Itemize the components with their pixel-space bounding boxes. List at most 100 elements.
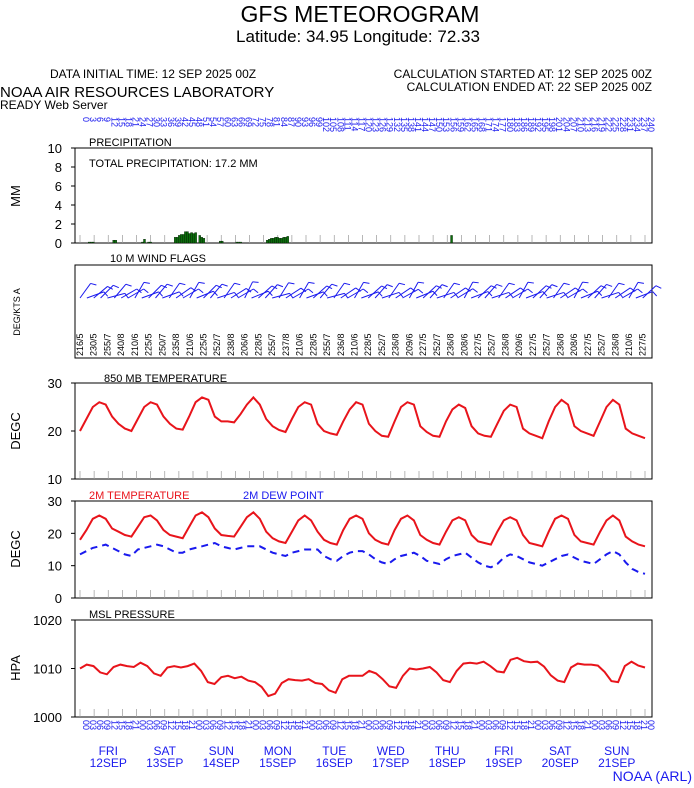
utc-hour-label: 09 — [159, 720, 169, 730]
utc-hour-label: 21 — [413, 720, 423, 730]
forecast-hour-label: 237 — [639, 117, 649, 132]
wind-barb-shaft — [395, 287, 411, 299]
forecast-hour-label: 126 — [378, 117, 388, 132]
forecast-hour-label: 72 — [251, 117, 261, 127]
calculation-started: CALCULATION STARTED AT: 12 SEP 2025 00Z — [394, 67, 652, 81]
precip-bar — [450, 235, 453, 244]
wind-barb-shaft — [477, 285, 492, 299]
wind-barb-shaft — [333, 282, 345, 299]
wind-barb-feather — [417, 288, 424, 294]
wind-barb-feather — [331, 283, 338, 287]
precip-bar — [268, 239, 271, 244]
utc-hour-label: 03 — [88, 720, 98, 730]
wind-barb-feather — [124, 293, 129, 299]
forecast-hour-label: 240 — [646, 117, 656, 132]
utc-hour-label: 06 — [321, 720, 331, 730]
wind-barb-shaft — [457, 288, 474, 299]
forecast-hour-label: 42 — [180, 117, 190, 127]
precip-bar — [239, 241, 242, 244]
forecast-hour-label: 234 — [632, 117, 642, 132]
wind-barb-shaft — [374, 284, 388, 299]
forecast-hour-label: 90 — [293, 117, 303, 127]
wind-value-label: 225/5 — [144, 333, 154, 356]
utc-hour-label: 21 — [300, 720, 310, 730]
precip-bar — [176, 237, 179, 244]
wind-value-label: 209/6 — [404, 333, 414, 356]
forecast-hour-label: 162 — [462, 117, 472, 132]
utc-hour-label: 00 — [138, 720, 148, 730]
wind-value-label: 227/5 — [583, 333, 593, 356]
wind-value-label: 252/7 — [212, 333, 222, 356]
forecast-hour-label: 78 — [265, 117, 275, 127]
temperature-2m-line — [79, 510, 646, 548]
date-label: 18SEP — [429, 756, 466, 770]
wind-barb-feather — [161, 284, 168, 289]
wind-value-label: 228/5 — [363, 333, 373, 356]
msl-pressure-y-label: HPA — [8, 655, 23, 681]
forecast-hour-label: 186 — [519, 117, 529, 132]
wind-barb-shaft — [443, 282, 455, 299]
forecast-hour-label: 63 — [229, 117, 239, 127]
wind-barb-feather — [289, 293, 294, 299]
total-precipitation-annotation: TOTAL PRECIPITATION: 17.2 MM — [89, 158, 258, 170]
utc-hour-label: 03 — [201, 720, 211, 730]
wind-value-label: 227/5 — [473, 333, 483, 356]
forecast-hour-label: 183 — [512, 117, 522, 132]
forecast-hour-label: 111 — [342, 117, 352, 131]
y-tick-label: 4 — [55, 198, 62, 213]
utc-hour-label: 00 — [194, 720, 204, 730]
wind-barb-shaft — [607, 282, 620, 299]
forecast-hour-label: 12 — [109, 117, 119, 127]
utc-hour-label: 00 — [307, 720, 317, 730]
wind-barb-feather — [190, 287, 197, 292]
wind-value-label: 209/6 — [514, 333, 524, 356]
wind-value-label: 252/7 — [377, 333, 387, 356]
precip-bar — [274, 237, 277, 244]
y-tick-label: 0 — [55, 236, 62, 251]
msl-pressure-line — [79, 656, 646, 698]
utc-hour-label: 03 — [597, 720, 607, 730]
wind-barb-feather — [362, 288, 369, 294]
temperature-850mb-line — [79, 395, 646, 440]
wind-barb-shaft — [230, 288, 247, 299]
wind-barb-shaft — [539, 284, 553, 299]
wind-barb-shaft — [237, 288, 254, 299]
forecast-hour-label: 204 — [561, 117, 571, 132]
wind-barb-shaft — [312, 285, 328, 299]
wind-barb-feather — [267, 290, 273, 296]
wind-barb-feather — [637, 288, 643, 294]
forecast-hour-label: 156 — [448, 117, 458, 132]
wind-barb-shaft — [388, 282, 400, 299]
utc-hour-label: 12 — [222, 720, 232, 730]
wind-barb-feather — [166, 283, 173, 287]
utc-hour-label: 18 — [293, 720, 303, 730]
utc-hour-label: 12 — [166, 720, 176, 730]
forecast-hour-label: 84 — [279, 117, 289, 127]
utc-hour-label: 06 — [208, 720, 218, 730]
y-tick-label: 0 — [55, 591, 62, 606]
wind-barb-shaft — [141, 291, 159, 299]
wind-barb-shaft — [518, 282, 529, 299]
forecast-hour-label: 87 — [286, 117, 296, 127]
utc-hour-label: 12 — [561, 720, 571, 730]
temperature-850mb-title: 850 MB TEMPERATURE — [104, 373, 227, 385]
wind-barb-feather — [618, 282, 625, 286]
forecast-hour-label: 9 — [102, 117, 112, 122]
forecast-hour-label: 105 — [328, 117, 338, 132]
utc-hour-label: 12 — [448, 720, 458, 730]
date-label: 14SEP — [203, 756, 240, 770]
forecast-hour-label: 192 — [533, 117, 543, 132]
wind-barb-shaft — [340, 287, 356, 299]
precip-bar — [90, 241, 93, 244]
utc-hour-label: 21 — [130, 720, 140, 730]
wind-barb-shaft — [361, 291, 379, 299]
wind-barb-feather — [582, 288, 588, 294]
precip-bar — [186, 231, 189, 244]
precip-bar — [284, 237, 287, 244]
utc-hour-label: 21 — [187, 720, 197, 730]
forecast-hour-label: 150 — [434, 117, 444, 132]
wind-barb-feather — [432, 290, 438, 296]
precip-bar — [147, 241, 150, 244]
utc-hour-label: 15 — [399, 720, 409, 730]
precip-bar — [184, 231, 187, 244]
